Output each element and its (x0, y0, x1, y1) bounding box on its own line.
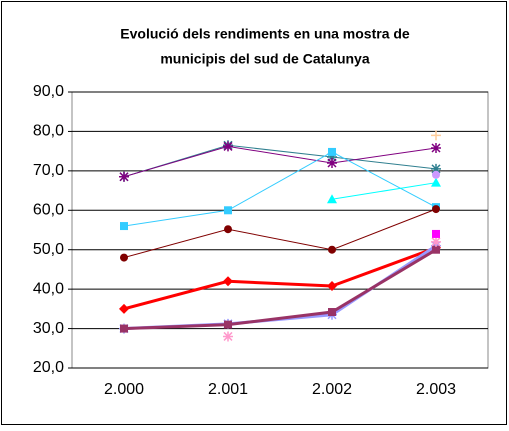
marker (119, 303, 129, 314)
y-tick-label: 50,0 (33, 241, 64, 258)
marker (431, 130, 441, 141)
marker (432, 170, 440, 179)
x-tick-label: 2.003 (416, 381, 456, 398)
marker (432, 229, 440, 238)
series-line (123, 246, 437, 311)
marker (431, 142, 441, 153)
marker (328, 147, 336, 156)
marker (224, 206, 232, 215)
marker (328, 245, 336, 254)
marker (431, 163, 441, 174)
marker (431, 177, 441, 187)
marker (327, 152, 337, 163)
x-tick-label: 2.002 (312, 381, 352, 398)
y-tick-label: 90,0 (33, 83, 64, 100)
marker (119, 171, 129, 182)
x-tick-label: 2.001 (208, 381, 248, 398)
marker (223, 141, 233, 152)
x-tick-label: 2.000 (104, 381, 144, 398)
marker (120, 253, 128, 262)
y-tick-label: 40,0 (33, 280, 64, 297)
series-line (123, 151, 437, 227)
marker (223, 276, 233, 287)
marker (224, 225, 232, 234)
marker (223, 331, 233, 342)
marker (432, 245, 440, 254)
marker (327, 157, 337, 168)
series-line (123, 145, 437, 178)
y-tick-label: 30,0 (33, 320, 64, 337)
marker (327, 280, 337, 291)
series-line (123, 208, 437, 259)
chart-title: Evolució dels rendiments en una mostra d… (120, 26, 410, 42)
series-line (123, 144, 437, 178)
y-tick-label: 70,0 (33, 162, 64, 179)
marker (224, 320, 232, 329)
marker (328, 308, 336, 317)
marker (431, 236, 441, 247)
chart-title: municipis del sud de Catalunya (160, 51, 369, 67)
marker (120, 222, 128, 231)
marker (327, 194, 337, 204)
series-line (123, 248, 437, 331)
series-line (331, 182, 437, 200)
marker (432, 205, 440, 214)
marker (120, 324, 128, 333)
y-tick-label: 60,0 (33, 202, 64, 219)
y-tick-label: 80,0 (33, 123, 64, 140)
y-tick-label: 20,0 (33, 359, 64, 376)
chart-border (1, 1, 507, 425)
